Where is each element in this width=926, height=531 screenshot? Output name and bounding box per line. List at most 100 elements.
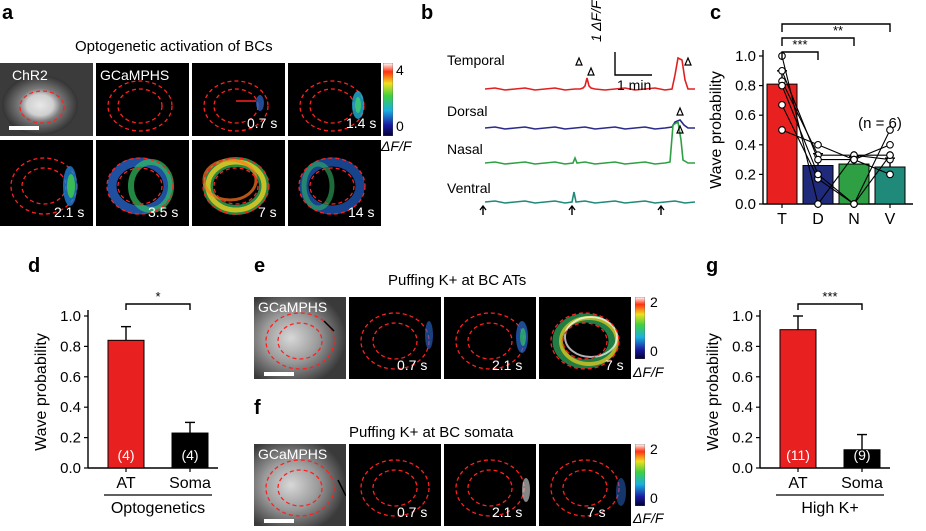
- individual-point: [814, 200, 822, 208]
- significance-bracket: [781, 37, 855, 46]
- individual-line: [781, 80, 890, 156]
- tile-label: 2.1 s: [492, 357, 523, 373]
- image-tile-e3: 7 s: [539, 297, 631, 379]
- colorbar-f-min: 0: [650, 490, 658, 506]
- image-tile-a6: 3.5 s: [96, 140, 189, 226]
- scale-bar: [614, 52, 652, 76]
- image-tile-a8: 14 s: [288, 140, 381, 226]
- colorbar-f: [635, 444, 645, 506]
- tile-label: GCaMPHS: [100, 67, 170, 83]
- y-tick-label: 0.8: [732, 338, 753, 355]
- panel-label-d: d: [28, 255, 41, 277]
- n-label: (4): [117, 447, 134, 463]
- y-tick-label: 0.0: [732, 460, 753, 477]
- individual-point: [886, 126, 894, 134]
- image-tile-f3: 7 s: [539, 444, 631, 526]
- trace-nasal: [484, 120, 695, 165]
- tile-label: GCaMPHS: [258, 299, 328, 315]
- individual-line: [781, 85, 891, 205]
- y-axis-label: Wave probability: [33, 333, 50, 451]
- image-tile-f1: 0.7 s: [349, 444, 441, 526]
- colorbar-e-label: ΔF/F: [633, 364, 664, 380]
- x-tick-label: Soma: [841, 475, 883, 492]
- y-tick-label: 0.6: [732, 369, 753, 386]
- wave-marker: [684, 56, 692, 66]
- panel-a-title: Optogenetic activation of BCs: [75, 38, 273, 55]
- y-tick-label: 0.6: [60, 369, 81, 386]
- image-tile-e2: 2.1 s: [444, 297, 536, 379]
- colorbar-a-label: ΔF/F: [381, 138, 412, 154]
- wave-marker: [676, 124, 684, 134]
- tile-label: 3.5 s: [148, 204, 179, 220]
- x-tick-label: T: [777, 211, 787, 228]
- group-label: Optogenetics: [111, 500, 205, 517]
- sample-size-annotation: (n = 6): [858, 115, 902, 132]
- tile-label: 1.4 s: [346, 115, 377, 131]
- chart-c: 0.0 0.2 0.4 0.6 0.8 1.0 Wave probability T D N V **…: [708, 20, 913, 228]
- significance-label: **: [833, 23, 843, 38]
- tile-label: 0.7 s: [397, 504, 428, 520]
- n-label: (11): [786, 447, 810, 463]
- individual-point: [850, 200, 858, 208]
- colorbar-e: [635, 297, 645, 359]
- group-label: High K+: [801, 500, 858, 517]
- colorbar-f-max: 2: [650, 441, 658, 457]
- individual-point: [778, 81, 786, 90]
- significance-bracket: [781, 51, 819, 60]
- y-axis-label: Wave probability: [708, 71, 725, 189]
- y-tick-label: 0.4: [732, 399, 753, 416]
- y-tick-label: 1.0: [60, 308, 81, 325]
- colorbar-a-max: 4: [396, 62, 404, 78]
- image-tile-a3: 0.7 s: [192, 63, 285, 136]
- panel-b-traces: [479, 52, 696, 215]
- x-tick-label: V: [885, 211, 896, 228]
- individual-point: [778, 100, 786, 109]
- wave-marker: [575, 56, 583, 66]
- chart-d: 0.0 0.2 0.4 0.6 0.8 1.0 Wave probability AT Soma…: [33, 289, 218, 517]
- bar-AT: [779, 329, 817, 469]
- y-tick-label: 0.2: [735, 166, 756, 183]
- n-label: (9): [853, 447, 870, 463]
- panel-e-title: Puffing K+ at BC ATs: [388, 272, 527, 289]
- image-tile-a0: ChR2: [0, 63, 93, 136]
- y-tick-label: 1.0: [732, 308, 753, 325]
- individual-point: [814, 155, 822, 164]
- individual-point: [778, 126, 786, 134]
- tile-label: 0.7 s: [247, 115, 278, 131]
- individual-point: [850, 155, 858, 164]
- scale-y-label: 1 ΔF/F: [588, 0, 604, 42]
- trace-dorsal: [484, 119, 695, 130]
- n-label: (4): [181, 447, 198, 463]
- significance-label: ***: [792, 37, 807, 52]
- stimulus-arrow-3: [657, 204, 665, 215]
- tile-label: 2.1 s: [54, 204, 85, 220]
- y-tick-label: 0.8: [60, 338, 81, 355]
- x-tick-label: N: [848, 211, 860, 228]
- colorbar-e-min: 0: [650, 343, 658, 359]
- individual-point: [886, 170, 894, 179]
- y-tick-label: 0.2: [732, 430, 753, 447]
- individual-point: [886, 151, 894, 160]
- y-tick-label: 0.2: [60, 430, 81, 447]
- significance-label: *: [155, 289, 160, 304]
- panel-label-e: e: [254, 255, 266, 277]
- colorbar-a-min: 0: [396, 118, 404, 134]
- wave-marker: [587, 66, 595, 76]
- panel-label-a: a: [2, 2, 14, 24]
- individual-point: [778, 66, 786, 75]
- tile-label: ChR2: [12, 67, 48, 83]
- image-tile-a1: GCaMPHS: [96, 63, 189, 136]
- tile-label: 7 s: [605, 357, 624, 373]
- x-tick-label: AT: [788, 475, 807, 492]
- x-tick-label: Soma: [169, 475, 211, 492]
- trace-label-nasal: Nasal: [447, 141, 483, 157]
- tile-label: 7 s: [587, 504, 606, 520]
- significance-label: ***: [822, 289, 837, 304]
- tile-label: 2.1 s: [492, 504, 523, 520]
- significance-bracket: [781, 23, 891, 32]
- y-tick-label: 0.4: [735, 137, 756, 154]
- panel-label-g: g: [706, 255, 719, 277]
- panel-label-f: f: [254, 397, 261, 419]
- image-tile-a5: 2.1 s: [0, 140, 93, 226]
- bar-AT: [107, 339, 145, 469]
